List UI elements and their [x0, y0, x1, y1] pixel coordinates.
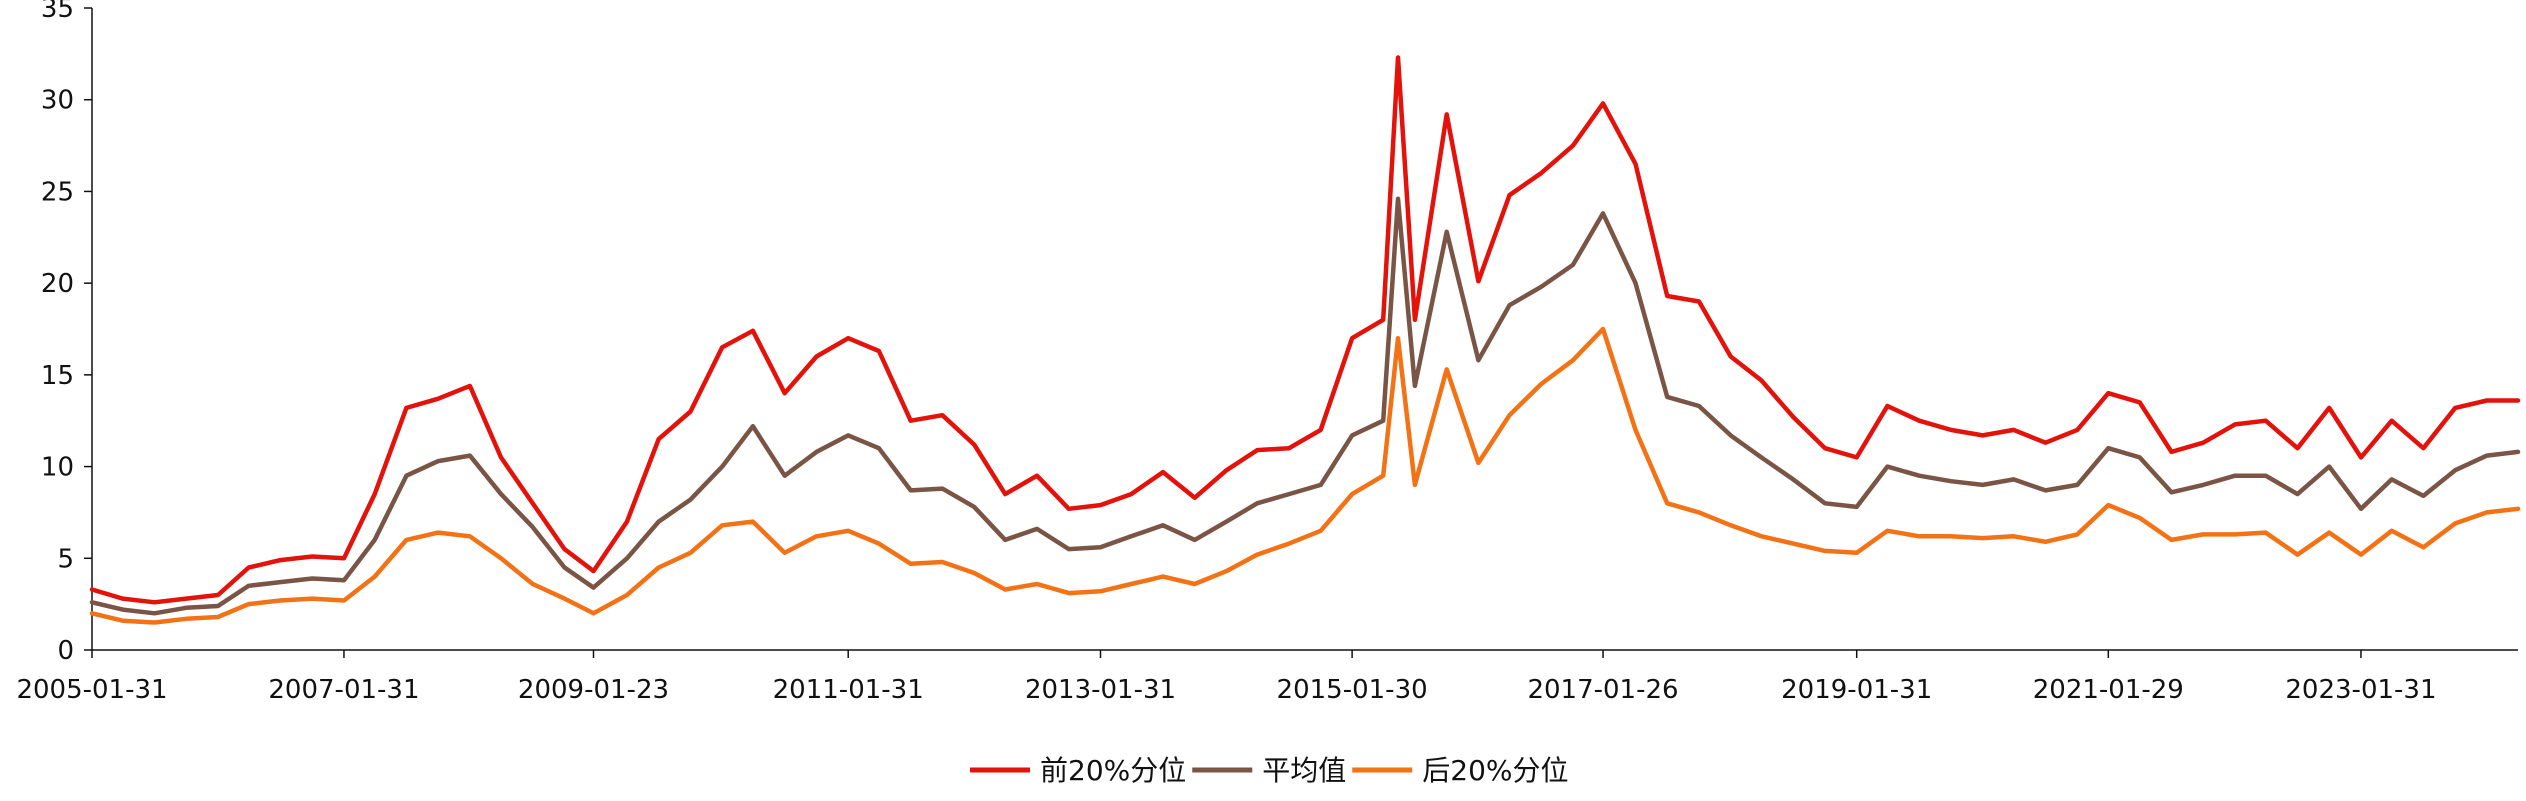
x-tick-label: 2015-01-30 [1277, 675, 1428, 705]
series-line-3 [89, 326, 2521, 625]
legend-label-1: 前20%分位 [1040, 754, 1186, 787]
x-tick-label: 2009-01-23 [518, 675, 669, 705]
series-lines [89, 55, 2521, 625]
y-tick-label: 15 [41, 361, 74, 391]
legend: 前20%分位 平均值 后20%分位 [970, 754, 1569, 787]
legend-label-2: 平均值 [1262, 754, 1346, 787]
y-tick-label: 35 [41, 0, 74, 24]
x-tick-label: 2019-01-31 [1781, 675, 1932, 705]
y-tick-label: 10 [41, 453, 74, 483]
x-tick-label: 2013-01-31 [1025, 675, 1176, 705]
y-tick-label: 5 [57, 544, 74, 574]
axes: 0 5 10 15 20 25 30 35 2005-01-31 2007-01-31 2009-0… [16, 0, 2518, 705]
x-tick-label: 2007-01-31 [268, 675, 419, 705]
legend-label-3: 后20%分位 [1422, 754, 1568, 787]
series-line-1 [89, 55, 2521, 605]
series-line-2 [89, 196, 2521, 616]
x-tick-label: 2005-01-31 [16, 675, 167, 705]
x-tick-label: 2017-01-26 [1527, 675, 1678, 705]
y-tick-label: 25 [41, 177, 74, 207]
x-tick-label: 2021-01-29 [2033, 675, 2184, 705]
y-tick-label: 0 [57, 636, 74, 666]
y-tick-label: 30 [41, 86, 74, 116]
x-tick-label: 2011-01-31 [773, 675, 924, 705]
x-tick-label: 2023-01-31 [2285, 675, 2436, 705]
y-tick-label: 20 [41, 269, 74, 299]
